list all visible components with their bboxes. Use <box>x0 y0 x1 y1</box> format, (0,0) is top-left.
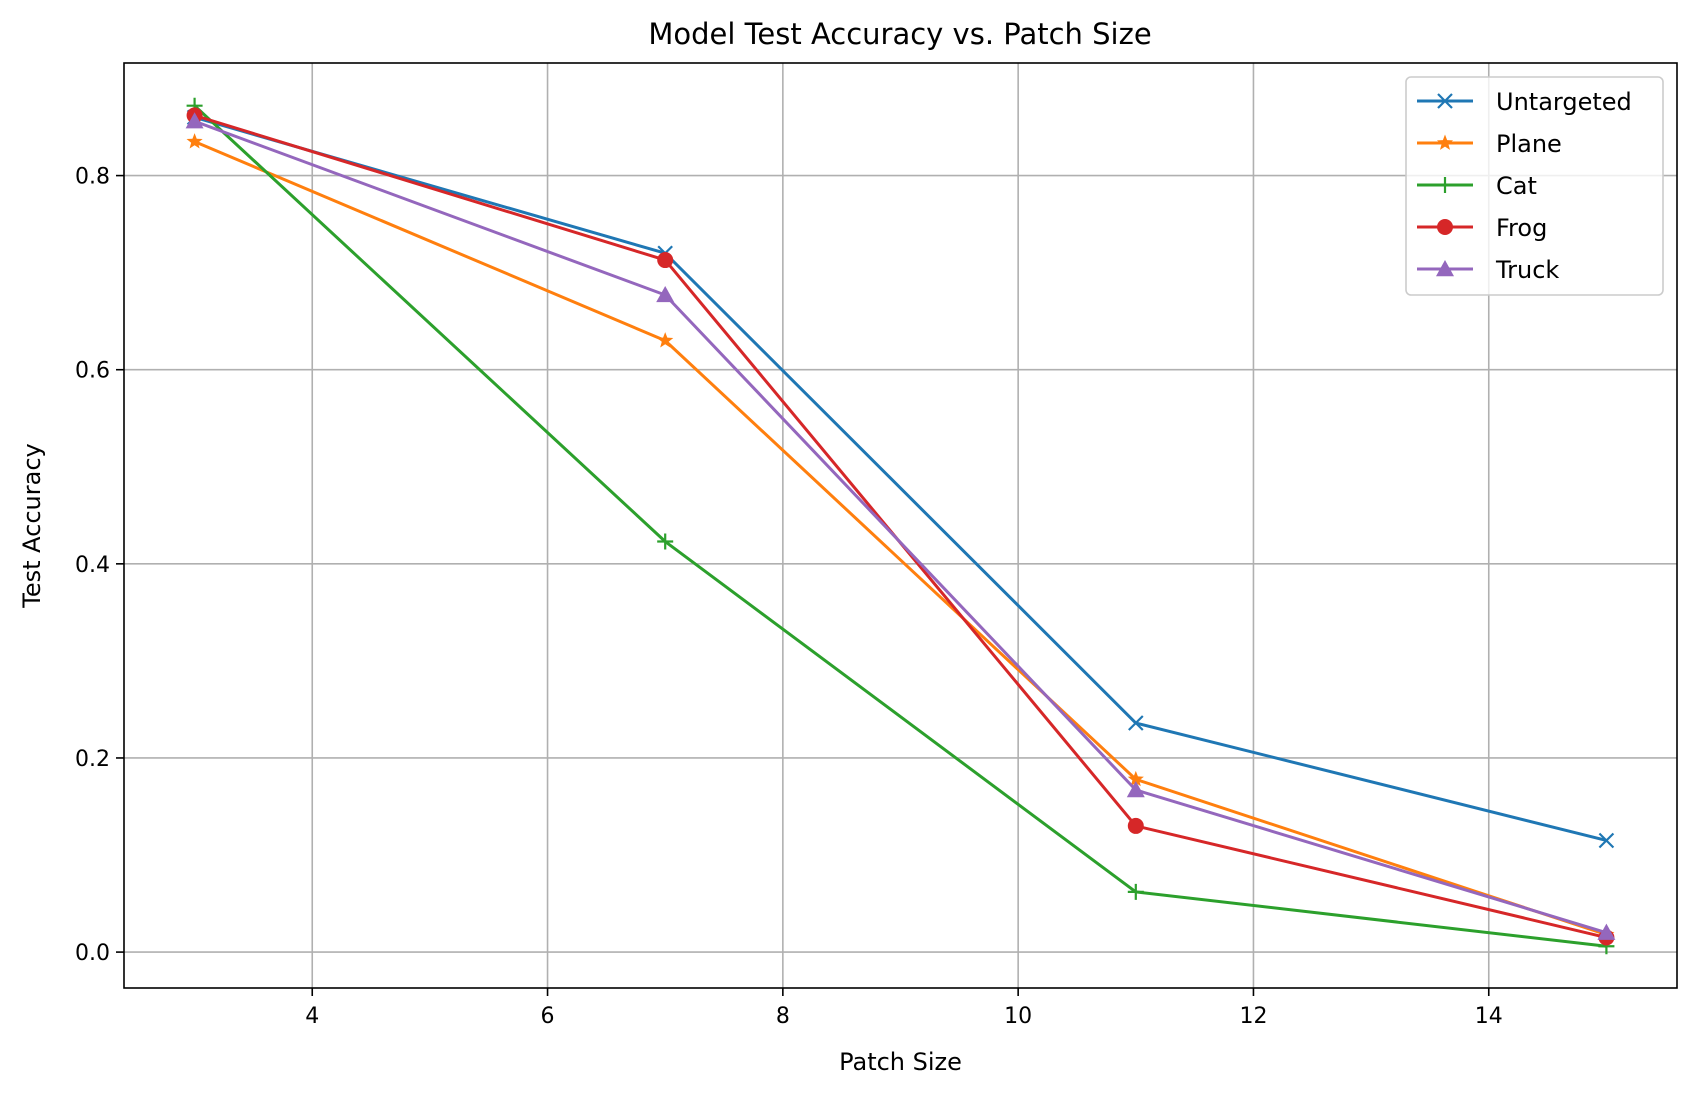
data-point <box>1598 832 1615 849</box>
legend-marker <box>1437 219 1453 235</box>
x-tick-label: 14 <box>1475 1004 1503 1029</box>
x-tick-label: 10 <box>1004 1004 1032 1029</box>
series-line <box>193 104 1607 948</box>
series-frog <box>186 107 1615 946</box>
y-tick-label: 0.6 <box>75 359 110 384</box>
data-point <box>185 112 204 129</box>
y-tick-label: 0.4 <box>75 553 110 578</box>
y-axis-label: Test Accuracy <box>18 443 46 608</box>
data-point <box>1127 817 1144 834</box>
data-point <box>657 332 674 348</box>
series-line <box>194 140 1607 937</box>
x-axis-label: Patch Size <box>839 1048 962 1076</box>
data-point <box>656 285 675 303</box>
legend-marker <box>1437 93 1453 109</box>
data-point <box>1597 923 1616 940</box>
data-point <box>1127 883 1144 900</box>
data-point <box>657 533 674 550</box>
legend-entry: Plane <box>1417 130 1562 158</box>
legend-label: Cat <box>1496 172 1537 200</box>
data-point <box>1127 770 1144 787</box>
x-tick-label: 4 <box>305 1004 319 1029</box>
legend-marker <box>1437 177 1453 193</box>
legend-marker <box>1436 260 1454 277</box>
data-point <box>1128 715 1144 731</box>
legend-label: Plane <box>1496 130 1562 158</box>
legend-label: Untargeted <box>1496 88 1632 116</box>
legend-label: Truck <box>1495 256 1559 284</box>
y-axis: 0.0 0.2 0.4 0.6 0.8 <box>75 165 124 966</box>
series-plane <box>186 133 1615 942</box>
x-tick-label: 6 <box>541 1004 555 1029</box>
legend: Untargeted Plane Cat Frog Truck <box>1405 76 1664 296</box>
x-tick-label: 8 <box>776 1004 790 1029</box>
plot-frame <box>123 62 1678 989</box>
y-tick-label: 0.0 <box>75 941 110 966</box>
legend-entry: Untargeted <box>1417 88 1632 116</box>
series-untargeted <box>186 109 1615 849</box>
y-tick-label: 0.2 <box>75 747 110 772</box>
series-truck <box>185 112 1616 940</box>
y-tick-label: 0.8 <box>75 165 110 190</box>
x-tick-label: 12 <box>1239 1004 1267 1029</box>
series-line <box>194 113 1607 939</box>
legend-entry: Truck <box>1417 256 1559 284</box>
legend-box <box>1405 76 1664 296</box>
series-cat <box>186 97 1615 955</box>
legend-label: Frog <box>1496 214 1547 242</box>
legend-marker <box>1436 134 1454 150</box>
series-line <box>194 115 1607 842</box>
chart-title: Model Test Accuracy vs. Patch Size <box>648 17 1151 51</box>
x-axis: 4 6 8 10 12 14 <box>305 988 1503 1029</box>
data-point <box>657 252 674 269</box>
series-group <box>185 97 1616 955</box>
legend-entry: Frog <box>1417 214 1547 242</box>
series-line <box>194 119 1607 935</box>
legend-entry: Cat <box>1417 172 1537 200</box>
data-point <box>1126 780 1145 798</box>
data-point <box>186 133 203 149</box>
